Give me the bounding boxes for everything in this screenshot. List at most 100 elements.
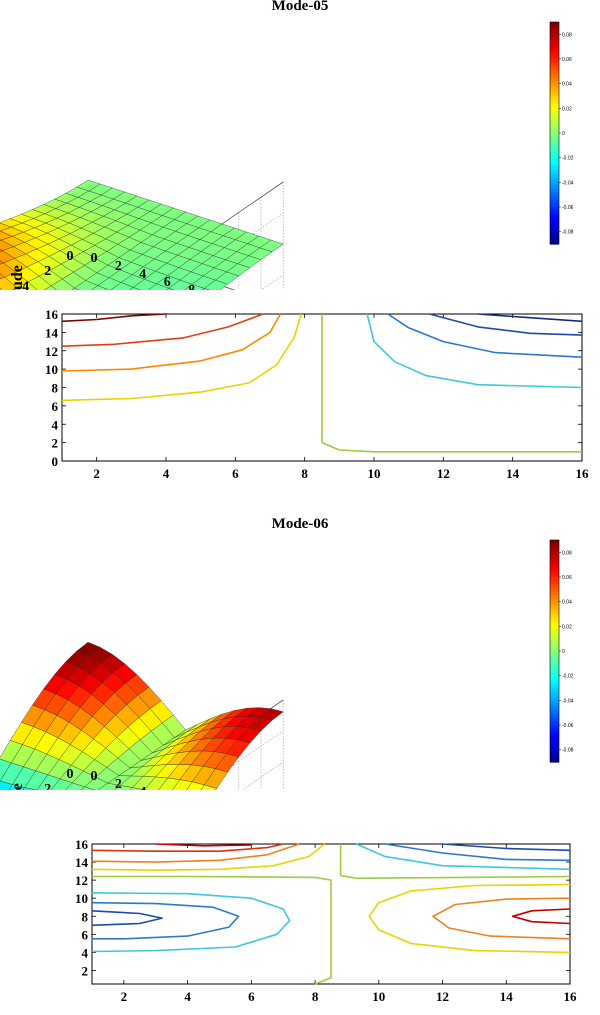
- mode05-colorbar-band: [550, 218, 559, 223]
- mode05-contour-contour-line: [61, 313, 264, 347]
- mode05-colorbar-band: [550, 47, 559, 53]
- mode05-contour-xtick: 8: [301, 466, 308, 481]
- mode05-ytick: 0: [67, 249, 74, 264]
- mode05-colorbar-label: -0.04: [562, 180, 574, 186]
- mode05-colorbar-band: [550, 229, 559, 234]
- mode05-colorbar-band: [550, 240, 559, 245]
- mode06-colorbar-band: [550, 639, 559, 645]
- mode05-contour-ytick: 10: [45, 362, 58, 377]
- mode05-contour-contour-line: [61, 313, 302, 402]
- mode06-colorbar-band: [550, 658, 559, 663]
- mode06-contour-contour-line: [92, 875, 332, 985]
- mode05-surface-patch: [71, 287, 80, 290]
- mode06-colorbar-band: [550, 610, 559, 615]
- mode05-contour-xtick: 14: [506, 466, 520, 481]
- mode06-contour-xtick: 16: [564, 989, 578, 1004]
- mode05-colorbar-label: 0.02: [562, 106, 572, 112]
- mode06-colorbar-band: [550, 728, 559, 733]
- mode05-colorbar-band: [550, 62, 559, 67]
- mode06-colorbar-band: [550, 628, 559, 634]
- mode06-contour-contour-line: [442, 843, 571, 852]
- mode06-colorbar-band: [550, 547, 559, 552]
- mode05-contour-xtick: 4: [163, 466, 170, 481]
- mode05-colorbar-band: [550, 22, 559, 27]
- mode05-colorbar-band: [550, 107, 559, 112]
- mode05-contour-contour-line: [429, 313, 583, 336]
- mode06-title: Mode-06: [272, 518, 329, 532]
- mode06-contour-ytick: 14: [75, 855, 89, 870]
- mode06-colorbar-band: [550, 665, 559, 671]
- mode05-colorbar-band: [550, 214, 559, 219]
- mode05-colorbar-band: [550, 70, 559, 75]
- mode05-contour-ytick: 2: [52, 436, 59, 451]
- mode06-colorbar-band: [550, 691, 559, 696]
- mode06-xtick: 0: [91, 769, 98, 784]
- mode06-contour-ytick: 10: [75, 891, 88, 906]
- mode05-ytick: 2: [44, 264, 51, 279]
- mode05-colorbar-band: [550, 192, 559, 197]
- mode05-xtick: 4: [139, 267, 146, 282]
- mode05-surface-patch: [166, 288, 175, 290]
- mode05-xtick: 6: [164, 275, 171, 290]
- mode05-colorbar-band: [550, 203, 559, 208]
- mode06-colorbar-band: [550, 758, 559, 763]
- mode06-colorbar-label: 0: [562, 649, 565, 655]
- mode05-colorbar-band: [550, 177, 559, 182]
- mode05-colorbar-band: [550, 40, 559, 45]
- mode06-contour-ytick: 6: [82, 927, 89, 942]
- mode06-contour-ytick: 4: [82, 945, 89, 960]
- mode05-colorbar-band: [550, 162, 559, 167]
- mode06-contour-contour-line: [91, 910, 163, 927]
- mode05-colorbar: 0.08 0.06 0.04 0.02 0 -0.02 -0.04 -0.06 -0.08: [549, 21, 574, 245]
- mode05-contour-svg: 2 4 6 8 10 12 14 16 0 2 4 6 8 10 12 14 16: [45, 307, 589, 481]
- mode05-colorbar-band: [550, 188, 559, 193]
- mode05-title: Mode-05: [272, 0, 329, 14]
- mode06-contour-xtick: 10: [372, 989, 385, 1004]
- mode05-colorbar-band: [550, 84, 559, 90]
- mode06-xtick: 2: [115, 777, 122, 790]
- mode06-colorbar: 0.08 0.06 0.04 0.02 0 -0.02 -0.04 -0.06 -0.08: [549, 539, 574, 763]
- mode05-colorbar-band: [550, 59, 559, 64]
- mode06-colorbar-band: [550, 673, 559, 678]
- mode05-colorbar-band: [550, 129, 559, 134]
- mode06-colorbar-band: [550, 695, 559, 700]
- mode05-contour-plot: 2 4 6 8 10 12 14 16 0 2 4 6 8 10 12 14 16: [0, 300, 600, 485]
- mode05-colorbar-band: [550, 144, 559, 149]
- mode06-contour-contour-line: [91, 843, 300, 863]
- mode06-colorbar-band: [550, 688, 559, 693]
- mode05-contour-ytick: 16: [45, 307, 59, 322]
- mode06-surface-svg: Mode-060.10.050-0.05-0.1Amplitude0246810…: [0, 518, 574, 790]
- mode05-colorbar-band: [550, 207, 559, 212]
- mode06-colorbar-band: [550, 584, 559, 589]
- mode05-surface-svg: Mode-050.10.050-0.05-0.1Amplitude0246810…: [0, 0, 574, 290]
- mode05-contour-ytick: 4: [52, 417, 59, 432]
- mode06-contour-xtick: 2: [121, 989, 128, 1004]
- mode06-colorbar-band: [550, 699, 559, 704]
- mode05-colorbar-band: [550, 25, 559, 30]
- mode05-colorbar-band: [550, 51, 559, 56]
- mode06-colorbar-band: [550, 750, 559, 756]
- mode06-colorbar-band: [550, 573, 559, 578]
- mode06-colorbar-band: [550, 599, 559, 604]
- mode05-contour-contour-line: [61, 313, 167, 323]
- mode05-contour-ytick: 6: [52, 399, 59, 414]
- mode06-colorbar-band: [550, 710, 559, 715]
- mode05-surface-patch: [0, 249, 3, 252]
- mode05-colorbar-band: [550, 184, 559, 190]
- mode05-colorbar-band: [550, 199, 559, 204]
- mode05-surface-patch: [259, 239, 284, 252]
- mode06-colorbar-band: [550, 551, 559, 556]
- mode05-colorbar-label: 0.04: [562, 82, 572, 88]
- mode05-contour-xtick: 12: [437, 466, 450, 481]
- mode05-colorbar-band: [550, 99, 559, 104]
- mode05-colorbar-band: [550, 173, 559, 178]
- mode06-colorbar-band: [550, 558, 559, 563]
- mode05-colorbar-band: [550, 232, 559, 238]
- mode06-colorbar-band: [550, 702, 559, 708]
- mode06-contour-svg: 2 4 6 8 10 12 14 16 2 4 6 8 10 12 14 16: [75, 837, 578, 1004]
- mode05-colorbar-band: [550, 118, 559, 123]
- mode05-colorbar-band: [550, 114, 559, 119]
- mode05-zlabel: Amplitude: [9, 265, 26, 290]
- mode05-colorbar-label: 0: [562, 131, 565, 137]
- mode06-colorbar-band: [550, 606, 559, 611]
